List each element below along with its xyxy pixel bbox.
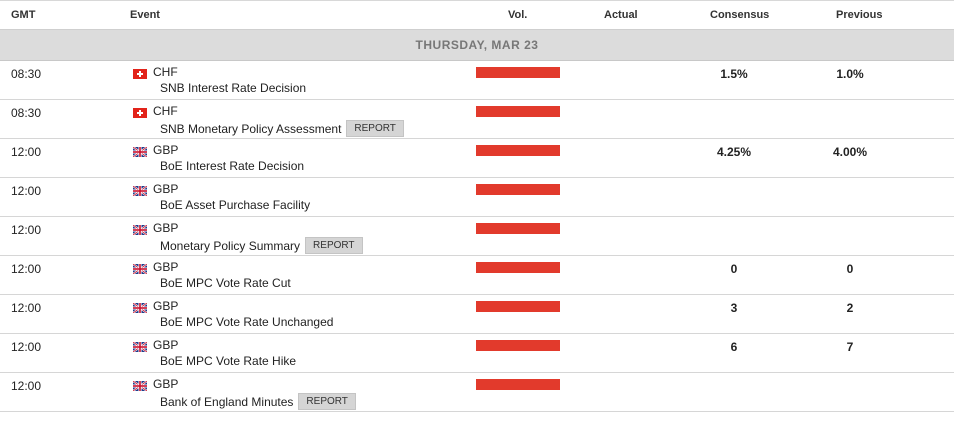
table-row[interactable]: 08:30 CHF SNB Monetary Policy Assessment RE… [0,100,954,139]
previous-value: 7 [846,340,854,354]
event-name-cell: BoE Interest Rate Decision [160,159,304,173]
volatility-bar [476,301,560,312]
header-actual[interactable]: Actual [604,9,638,21]
event-name-cell: BoE MPC Vote Rate Unchanged [160,315,333,329]
previous-value: 1.0% [836,67,864,81]
event-name[interactable]: BoE MPC Vote Rate Hike [160,354,297,368]
uk-flag-icon [132,183,148,197]
event-name[interactable]: Monetary Policy Summary [160,238,301,253]
volatility-bar [476,184,560,195]
event-name[interactable]: BoE MPC Vote Rate Unchanged [160,315,334,329]
currency-code: GBP [153,221,179,235]
header-vol[interactable]: Vol. [508,9,528,21]
event-name-cell: SNB Interest Rate Decision [160,81,306,95]
header-gmt[interactable]: GMT [11,9,36,21]
uk-flag-icon [132,300,148,314]
table-row[interactable]: 12:00 GBP BoE MPC Vote Rate Hike 6 7 [0,334,954,373]
table-row[interactable]: 12:00 GBP BoE MPC Vote Rate Cut 0 0 [0,256,954,295]
event-time: 08:30 [11,106,42,120]
event-name-cell: Monetary Policy Summary REPORT [160,237,363,254]
table-row[interactable]: 12:00 GBP Monetary Policy Summary REPORT [0,217,954,256]
volatility-bar [476,67,560,78]
currency-code: GBP [153,338,179,352]
switzerland-flag-icon [133,105,147,118]
consensus-value: 4.25% [716,145,752,159]
event-time: 12:00 [11,301,42,315]
event-name[interactable]: BoE MPC Vote Rate Cut [160,276,291,290]
report-button[interactable]: REPORT [305,237,363,254]
table-row[interactable]: 12:00 GBP BoE Asset Purchase Facility [0,178,954,217]
volatility-bar [476,340,560,351]
uk-flag-icon [132,222,148,236]
event-time: 12:00 [11,145,42,159]
consensus-value: 3 [730,301,738,315]
switzerland-flag-icon [133,66,147,79]
event-time: 12:00 [11,223,42,237]
event-time: 12:00 [11,379,42,393]
event-name-cell: BoE MPC Vote Rate Hike [160,354,296,368]
uk-flag-icon [132,339,148,353]
volatility-bar [476,223,560,234]
currency-code: CHF [153,65,178,79]
currency-code: GBP [153,260,179,274]
consensus-value: 6 [730,340,738,354]
event-name-cell: SNB Monetary Policy Assessment REPORT [160,120,404,137]
currency-code: GBP [153,299,179,313]
event-name[interactable]: SNB Monetary Policy Assessment [160,121,342,136]
event-name-cell: Bank of England Minutes REPORT [160,393,356,410]
event-name[interactable]: SNB Interest Rate Decision [160,81,307,95]
event-name-cell: BoE Asset Purchase Facility [160,198,310,212]
previous-value: 4.00% [832,145,868,159]
previous-value: 2 [846,301,854,315]
volatility-bar [476,145,560,156]
event-name[interactable]: BoE Asset Purchase Facility [160,198,311,212]
consensus-value: 1.5% [720,67,748,81]
table-header: GMT Event Vol. Actual Consensus Previous [0,0,954,30]
volatility-bar [476,379,560,390]
event-name-cell: BoE MPC Vote Rate Cut [160,276,291,290]
event-name[interactable]: BoE Interest Rate Decision [160,159,305,173]
table-row[interactable]: 08:30 CHF SNB Interest Rate Decision 1.5% 1.… [0,61,954,100]
currency-code: GBP [153,143,179,157]
volatility-bar [476,106,560,117]
event-name[interactable]: Bank of England Minutes [160,394,294,409]
report-button[interactable]: REPORT [298,393,356,410]
event-time: 12:00 [11,262,42,276]
uk-flag-icon [132,261,148,275]
day-separator: THURSDAY, MAR 23 [0,30,954,61]
event-time: 12:00 [11,340,42,354]
currency-code: GBP [153,182,179,196]
volatility-bar [476,262,560,273]
table-row[interactable]: 12:00 GBP BoE Interest Rate Decision 4.25% 4… [0,139,954,178]
currency-code: GBP [153,377,179,391]
uk-flag-icon [132,378,148,392]
report-button[interactable]: REPORT [346,120,404,137]
header-event[interactable]: Event [130,9,160,21]
consensus-value: 0 [730,262,738,276]
event-time: 08:30 [11,67,42,81]
previous-value: 0 [846,262,854,276]
currency-code: CHF [153,104,178,118]
table-row[interactable]: 12:00 GBP BoE MPC Vote Rate Unchanged 3 2 [0,295,954,334]
uk-flag-icon [132,144,148,158]
table-row[interactable]: 12:00 GBP Bank of England Minutes REPORT [0,373,954,412]
economic-calendar-table: GMT Event Vol. Actual Consensus Previous… [0,0,954,412]
event-time: 12:00 [11,184,42,198]
header-consensus[interactable]: Consensus [710,9,770,21]
event-rows: 08:30 CHF SNB Interest Rate Decision 1.5% 1.… [0,61,954,412]
header-previous[interactable]: Previous [836,9,883,21]
